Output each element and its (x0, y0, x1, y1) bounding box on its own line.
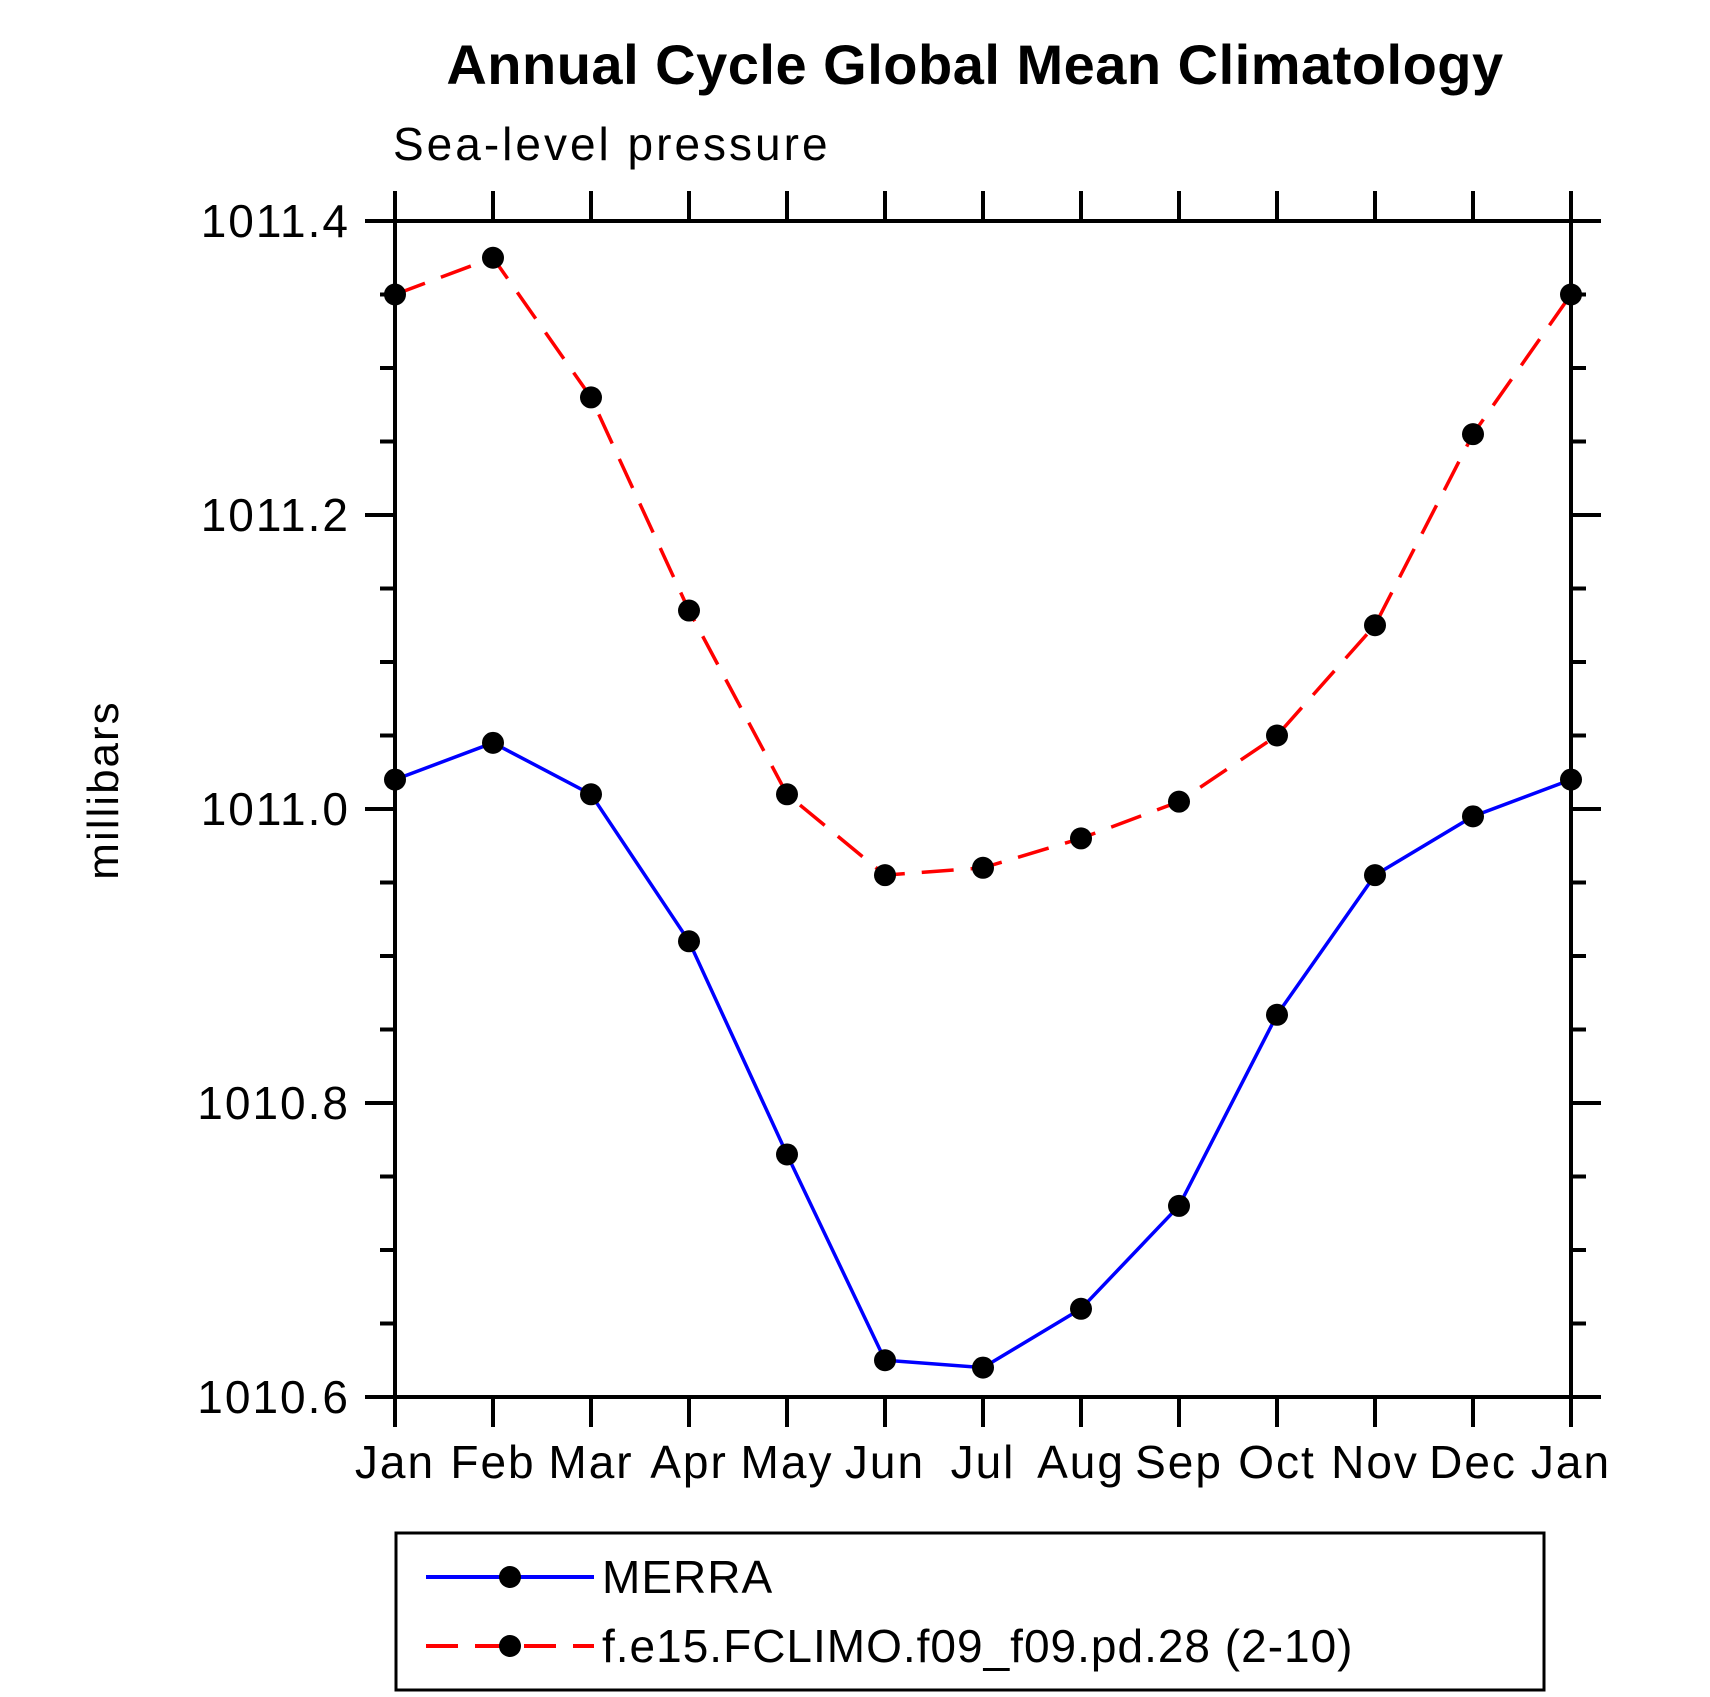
legend-label-merra: MERRA (602, 1551, 773, 1603)
x-tick-label: Nov (1331, 1436, 1419, 1488)
legend-marker-merra (499, 1566, 521, 1588)
data-point-marker (1168, 790, 1190, 813)
x-tick-label: Apr (650, 1436, 728, 1488)
chart-title: Annual Cycle Global Mean Climatology (446, 33, 1503, 96)
x-tick-label: May (741, 1436, 834, 1488)
data-point-marker (1462, 423, 1484, 446)
legend-item-merra: MERRA (426, 1551, 773, 1603)
x-tick-label: Jul (951, 1436, 1016, 1488)
x-tick-label: Mar (548, 1436, 633, 1488)
data-point-marker (1070, 827, 1092, 850)
x-tick-label: Aug (1037, 1436, 1125, 1488)
data-point-marker (874, 864, 896, 887)
y-tick-label: 1010.8 (197, 1077, 350, 1129)
x-tick-label: Jan (1531, 1436, 1611, 1488)
data-point-marker (482, 246, 504, 269)
x-tick-label: Feb (450, 1436, 535, 1488)
x-tick-label: Dec (1429, 1436, 1517, 1488)
x-tick-label: Jan (355, 1436, 435, 1488)
data-point-marker (1364, 614, 1386, 637)
data-point-marker (580, 783, 602, 806)
x-tick-label: Sep (1135, 1436, 1223, 1488)
y-axis-label: millibars (79, 700, 128, 879)
data-point-marker (776, 1143, 798, 1166)
legend-label-model: f.e15.FCLIMO.f09_f09.pd.28 (2-10) (602, 1620, 1354, 1672)
data-point-marker (482, 731, 504, 754)
y-tick-label: 1011.2 (201, 489, 350, 541)
data-point-marker (678, 599, 700, 622)
y-tick-label: 1011.0 (201, 783, 350, 835)
legend-marker-model (499, 1635, 521, 1657)
plot-frame (393, 219, 1573, 1399)
chart-subtitle: Sea-level pressure (393, 118, 831, 170)
legend: MERRA f.e15.FCLIMO.f09_f09.pd.28 (2-10) (394, 1531, 1546, 1692)
data-point-marker (678, 930, 700, 953)
series-line-0 (394, 740, 1572, 1370)
data-point-marker (1462, 805, 1484, 828)
data-point-marker (874, 1349, 896, 1372)
data-point-marker (580, 386, 602, 409)
data-point-marker (1266, 724, 1288, 747)
data-point-marker (972, 856, 994, 879)
y-tick-label: 1010.6 (197, 1371, 350, 1423)
y-tick-label: 1011.4 (201, 195, 350, 247)
data-point-marker (972, 1356, 994, 1379)
data-series (384, 246, 1582, 1379)
axis-ticks (365, 191, 1601, 1427)
data-point-marker (1266, 1003, 1288, 1026)
data-point-marker (1364, 864, 1386, 887)
legend-item-model: f.e15.FCLIMO.f09_f09.pd.28 (2-10) (426, 1620, 1354, 1672)
data-point-marker (1070, 1297, 1092, 1320)
data-point-marker (1168, 1194, 1190, 1217)
x-tick-label: Oct (1238, 1436, 1316, 1488)
data-point-marker (776, 783, 798, 806)
legend-box (394, 1531, 1546, 1692)
x-tick-label: Jun (845, 1436, 925, 1488)
